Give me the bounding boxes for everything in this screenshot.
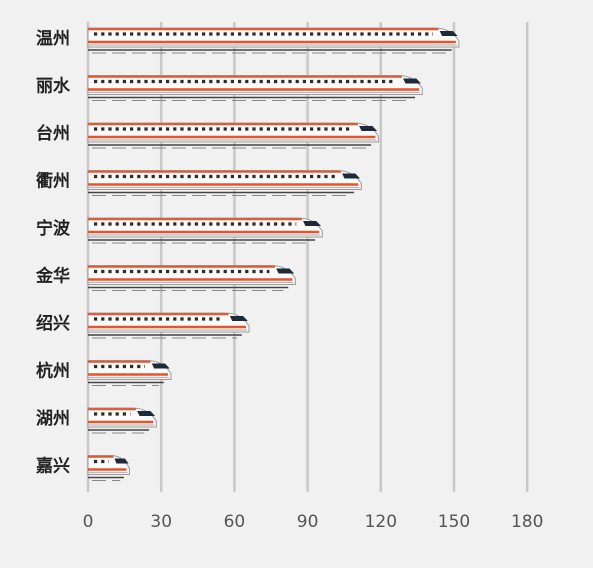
bar-train (87, 170, 362, 196)
category-label: 湖州 (36, 409, 70, 429)
bar-train (87, 75, 423, 101)
category-label: 杭州 (36, 361, 70, 382)
x-tick-label: 150 (438, 512, 470, 532)
bar-train (87, 360, 172, 386)
x-tick-label: 0 (83, 512, 94, 532)
bar-train (87, 455, 130, 481)
category-label: 温州 (36, 29, 70, 49)
bar-train (87, 217, 323, 244)
category-label: 嘉兴 (35, 456, 70, 477)
bar-train (87, 265, 296, 291)
bar-train (87, 407, 157, 434)
x-tick-label: 90 (297, 512, 319, 532)
x-tick-label: 30 (150, 512, 172, 532)
bars (87, 27, 460, 481)
bar-train (87, 122, 379, 149)
x-tick-label: 60 (224, 512, 246, 532)
bar-train (87, 27, 460, 54)
category-label: 丽水 (36, 76, 71, 97)
x-tick-label: 120 (365, 512, 397, 532)
category-label: 台州 (36, 123, 70, 144)
category-label: 衢州 (36, 171, 70, 192)
x-tick-label: 180 (511, 512, 543, 532)
x-axis-ticks: 0 30 60 90 120 150 180 (83, 512, 544, 532)
category-label: 绍兴 (36, 313, 70, 334)
category-label: 宁波 (36, 218, 71, 239)
category-label: 金华 (35, 266, 70, 287)
bar-train (87, 312, 250, 339)
